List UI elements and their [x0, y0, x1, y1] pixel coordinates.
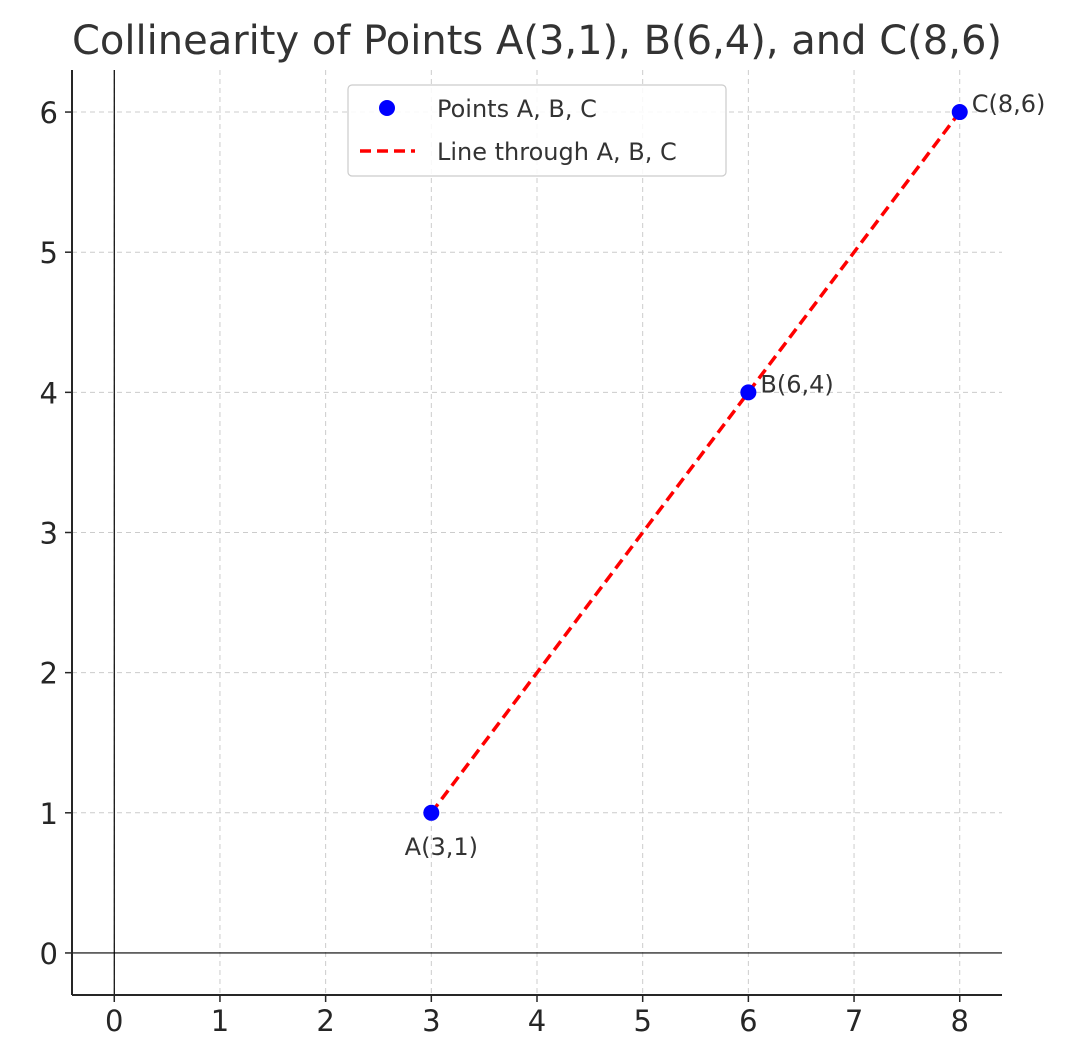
grid-lines — [72, 70, 1002, 995]
axes — [65, 70, 1002, 1002]
data-point — [951, 104, 968, 121]
y-tick-label: 2 — [40, 657, 58, 691]
y-tick-label: 3 — [40, 517, 58, 551]
chart-title: Collinearity of Points A(3,1), B(6,4), a… — [72, 18, 1002, 64]
series-line-segment — [429, 110, 962, 814]
point-annotation: B(6,4) — [760, 370, 833, 398]
tick-labels: 0 1 2 3 4 5 6 7 8 0 1 2 3 4 5 6 — [40, 96, 969, 1038]
legend-box — [347, 84, 727, 177]
series-layer — [423, 104, 968, 821]
x-tick-label: 7 — [845, 1004, 863, 1038]
legend-label: Points A, B, C — [437, 95, 597, 123]
x-tick-label: 4 — [528, 1004, 546, 1038]
legend-marker-scatter — [379, 100, 395, 116]
annotations: A(3,1) B(6,4) C(8,6) — [405, 90, 1046, 861]
x-tick-label: 0 — [105, 1004, 123, 1038]
y-tick-label: 5 — [40, 236, 58, 270]
x-tick-label: 5 — [633, 1004, 651, 1038]
y-tick-label: 1 — [40, 797, 58, 831]
x-tick-label: 1 — [211, 1004, 229, 1038]
x-tick-label: 3 — [422, 1004, 440, 1038]
reference-lines — [72, 70, 1002, 995]
data-point — [423, 804, 440, 821]
y-tick-label: 6 — [40, 96, 58, 130]
x-tick-label: 2 — [316, 1004, 334, 1038]
point-annotation: C(8,6) — [972, 90, 1046, 118]
x-tick-label: 8 — [951, 1004, 969, 1038]
legend: Points A, B, C Line through A, B, C — [347, 84, 727, 177]
legend-label: Line through A, B, C — [437, 138, 677, 166]
point-annotation: A(3,1) — [405, 833, 478, 861]
data-point — [740, 384, 757, 401]
y-tick-label: 4 — [40, 376, 58, 410]
x-tick-label: 6 — [739, 1004, 757, 1038]
y-tick-label: 0 — [40, 937, 58, 971]
